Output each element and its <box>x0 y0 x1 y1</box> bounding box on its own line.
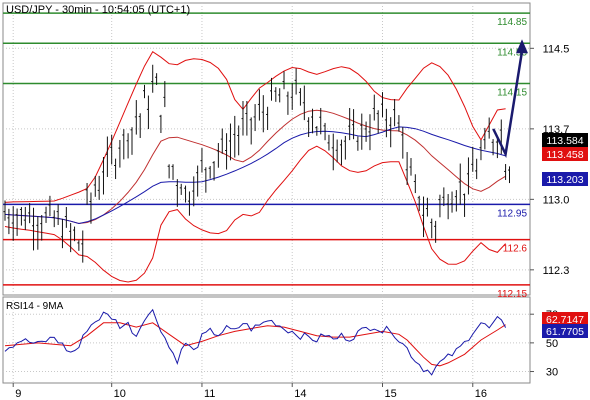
price-tick-label: 113.0 <box>543 194 570 206</box>
price-panel <box>2 2 531 296</box>
level-label: 112.95 <box>497 208 527 219</box>
price-badge-bg <box>542 172 588 186</box>
lower-band-line <box>4 145 506 283</box>
x-tick-label: 9 <box>15 388 21 400</box>
projection-arrow-line <box>492 51 524 159</box>
price-badge: 113.458 <box>546 149 583 161</box>
level-label: 114.55 <box>497 47 527 58</box>
price-badge-bg <box>542 147 588 161</box>
x-tick-label: 16 <box>475 388 487 400</box>
upper-band-line <box>4 50 506 203</box>
level-label: 112.6 <box>503 244 528 255</box>
level-label: 114.15 <box>497 88 527 99</box>
price-tick-label: 114.5 <box>543 43 570 55</box>
projection-arrowhead <box>516 39 528 54</box>
rsi-tick-label: 30 <box>546 367 558 379</box>
rsi-badge-bg <box>542 312 588 326</box>
middle-band-line <box>4 109 506 225</box>
rsi-tick-label: 50 <box>546 338 558 350</box>
price-tick-label: 112.3 <box>543 265 570 277</box>
price-badge-bg <box>542 133 588 147</box>
rsi-badge: 62.7147 <box>546 314 584 326</box>
x-tick-label: 15 <box>384 388 396 400</box>
rsi-badge: 61.7705 <box>546 326 584 338</box>
x-tick-label: 10 <box>114 388 126 400</box>
level-label: 112.15 <box>497 289 527 300</box>
moving-average-line <box>4 126 506 225</box>
rsi-line <box>4 308 507 376</box>
rsi-badge-bg <box>542 324 588 338</box>
price-badge: 113.203 <box>546 174 583 186</box>
chart-title: USD/JPY - 30min - 10:54:05 (UTC+1) <box>6 4 190 16</box>
rsi-label: RSI14 - 9MA <box>6 301 64 312</box>
rsi-panel <box>2 296 531 384</box>
price-tick-label: 113.7 <box>543 124 570 136</box>
x-tick-label: 11 <box>204 388 215 400</box>
level-label: 114.85 <box>497 17 527 28</box>
price-badge: 113.584 <box>546 135 583 147</box>
x-tick-label: 14 <box>294 388 306 400</box>
